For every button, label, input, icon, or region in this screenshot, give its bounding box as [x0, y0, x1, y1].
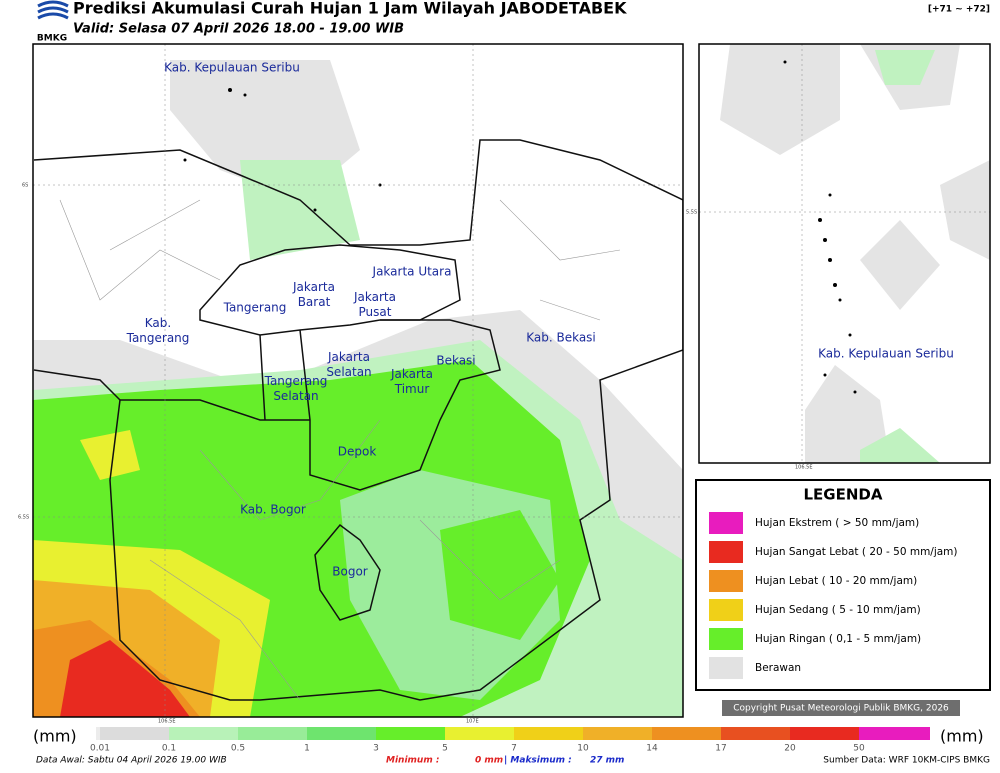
legend-swatch — [709, 628, 743, 650]
legend-title: LEGENDA — [804, 486, 883, 504]
subtitle: Valid: Selasa 07 April 2026 18.00 - 19.0… — [73, 22, 404, 37]
scale-tick-label: 10 — [577, 744, 589, 754]
legend-swatch — [709, 599, 743, 621]
scale-tick-label: 0.1 — [162, 744, 176, 754]
logo-text: BMKG — [37, 34, 67, 44]
legend-label: Berawan — [755, 662, 801, 674]
region-label: Kab. Bogor — [240, 503, 306, 517]
scale-tick-label: 17 — [715, 744, 726, 754]
title: Prediksi Akumulasi Curah Hujan 1 Jam Wil… — [73, 0, 627, 18]
scale-tick-label: 5 — [442, 744, 448, 754]
legend: LEGENDA Hujan Ekstrem ( > 50 mm/jam) Huja… — [695, 479, 991, 691]
scale-swatch — [721, 727, 790, 740]
region-label: Jakarta — [390, 367, 433, 381]
scale-swatch — [583, 727, 652, 740]
scale-swatch — [307, 727, 376, 740]
legend-label: Hujan Ringan ( 0,1 - 5 mm/jam) — [755, 633, 921, 645]
main-map: Kab. Kepulauan Seribu Jakarta Utara Jakart… — [18, 43, 684, 725]
unit: (mm) — [33, 727, 77, 746]
scale-swatch — [96, 727, 100, 740]
legend-swatch — [709, 512, 743, 534]
scale-swatch — [376, 727, 445, 740]
region-label: Barat — [298, 295, 331, 309]
scale-swatch — [790, 727, 859, 740]
scale-tick-label: 1 — [304, 744, 310, 754]
region-label: Selatan — [273, 389, 318, 403]
region-label: Kab. — [145, 316, 171, 330]
region-label: Tangerang — [223, 301, 287, 315]
scale-swatch — [238, 727, 307, 740]
legend-label: Hujan Sangat Lebat ( 20 - 50 mm/jam) — [755, 546, 958, 558]
scale-tick-label: 0.5 — [231, 744, 245, 754]
scale-swatch — [652, 727, 721, 740]
grid-label: 6.5S — [18, 515, 29, 521]
region-label: Kab. Kepulauan Seribu — [818, 347, 954, 361]
scale-swatch — [169, 727, 238, 740]
scale-tick-label: 3 — [373, 744, 379, 754]
region-label: Kab. Kepulauan Seribu — [164, 61, 300, 75]
region-label: Kab. Bekasi — [526, 331, 596, 345]
scale-tick-label: 7 — [511, 744, 517, 754]
scale: (mm) (mm) 0.01 0.1 0.5 1 3 5 7 10 14 17 20 50 — [33, 727, 984, 754]
region-label: Selatan — [326, 365, 371, 379]
legend-swatch — [709, 657, 743, 679]
grid-label: 5.5S — [686, 210, 697, 216]
data-start: Data Awal: Sabtu 04 April 2026 19.00 WIB — [36, 756, 227, 766]
min-label: Minimum : — [386, 756, 439, 766]
scale-swatch — [445, 727, 514, 740]
min-value: 0 mm — [475, 756, 503, 766]
region-label: Jakarta Utara — [372, 265, 452, 279]
region-label: Tangerang — [126, 331, 190, 345]
max-value: 27 mm — [590, 756, 624, 766]
legend-swatch — [709, 541, 743, 563]
scale-swatch — [100, 727, 169, 740]
region-label: Tangerang — [264, 374, 328, 388]
inset-map: Kab. Kepulauan Seribu 5.5S 106.5E — [686, 43, 991, 471]
scale-tick-label: 14 — [646, 744, 658, 754]
range: [+71 ~ +72] — [928, 5, 990, 15]
scale-tick-label: 0.01 — [90, 744, 110, 754]
legend-label: Hujan Ekstrem ( > 50 mm/jam) — [755, 517, 919, 529]
logo: BMKG — [37, 0, 69, 44]
scale-swatch — [514, 727, 583, 740]
grid-label: 6S — [22, 183, 28, 189]
region-label: Depok — [338, 445, 377, 459]
max-label: | Maksimum : — [504, 756, 572, 766]
region-label: Bekasi — [436, 354, 475, 368]
legend-label: Hujan Sedang ( 5 - 10 mm/jam) — [755, 604, 921, 616]
legend-label: Hujan Lebat ( 10 - 20 mm/jam) — [755, 575, 917, 587]
region-label: Timur — [394, 382, 430, 396]
region-label: Pusat — [359, 305, 392, 319]
unit: (mm) — [940, 727, 984, 746]
scale-swatch — [859, 727, 930, 740]
scale-tick-label: 50 — [853, 744, 865, 754]
region-label: Jakarta — [327, 350, 370, 364]
grid-label: 106.5E — [795, 465, 812, 471]
region-label: Jakarta — [353, 290, 396, 304]
source: Sumber Data: WRF 10KM-CIPS BMKG — [823, 756, 990, 766]
copyright-bg — [722, 700, 960, 716]
copyright: Copyright Pusat Meteorologi Publik BMKG,… — [733, 704, 949, 714]
grid-label: 107E — [466, 719, 479, 725]
grid-label: 106.5E — [158, 719, 175, 725]
legend-swatch — [709, 570, 743, 592]
region-label: Jakarta — [292, 280, 335, 294]
region-label: Bogor — [332, 565, 368, 579]
scale-tick-label: 20 — [784, 744, 796, 754]
